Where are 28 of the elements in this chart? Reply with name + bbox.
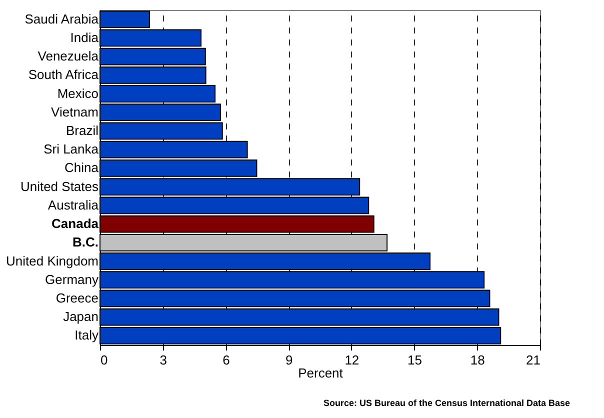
x-tick-label: 12 [344, 352, 360, 368]
y-tick-label: Mexico [57, 86, 98, 101]
y-tick-label: United Kingdom [6, 253, 98, 268]
y-tick-label: Venezuela [38, 48, 100, 64]
x-tick-label: 0 [100, 352, 108, 368]
y-tick-label: United States [20, 178, 99, 194]
y-tick-label: Sri Lanka [44, 142, 100, 157]
y-tick-label: China [64, 160, 100, 176]
y-tick-label: Japan [63, 309, 98, 324]
x-tick-label: 3 [160, 352, 167, 368]
y-tick-label: South Africa [28, 67, 100, 82]
x-tick-label: 15 [408, 352, 422, 368]
y-tick-label: Australia [48, 197, 100, 212]
y-tick-label: Greece [56, 290, 98, 306]
y-tick-label: Germany [45, 272, 99, 287]
x-axis-title: Percent [298, 366, 344, 380]
y-tick-label: B.C. [72, 234, 98, 250]
y-tick-label: Brazil [66, 122, 99, 138]
x-tick-label: 6 [222, 352, 230, 368]
y-tick-label: Canada [52, 216, 100, 232]
x-tick-label: 9 [285, 352, 293, 368]
y-tick-label: Saudi Arabia [24, 11, 100, 26]
source-note: Source: US Bureau of the Census International Data Base [323, 398, 570, 408]
x-tick-label: 21 [526, 352, 540, 368]
y-tick-label: Italy [74, 328, 99, 343]
x-tick-label: 18 [470, 352, 485, 368]
y-tick-label: Vietnam [51, 104, 98, 120]
y-tick-label: India [70, 30, 100, 45]
